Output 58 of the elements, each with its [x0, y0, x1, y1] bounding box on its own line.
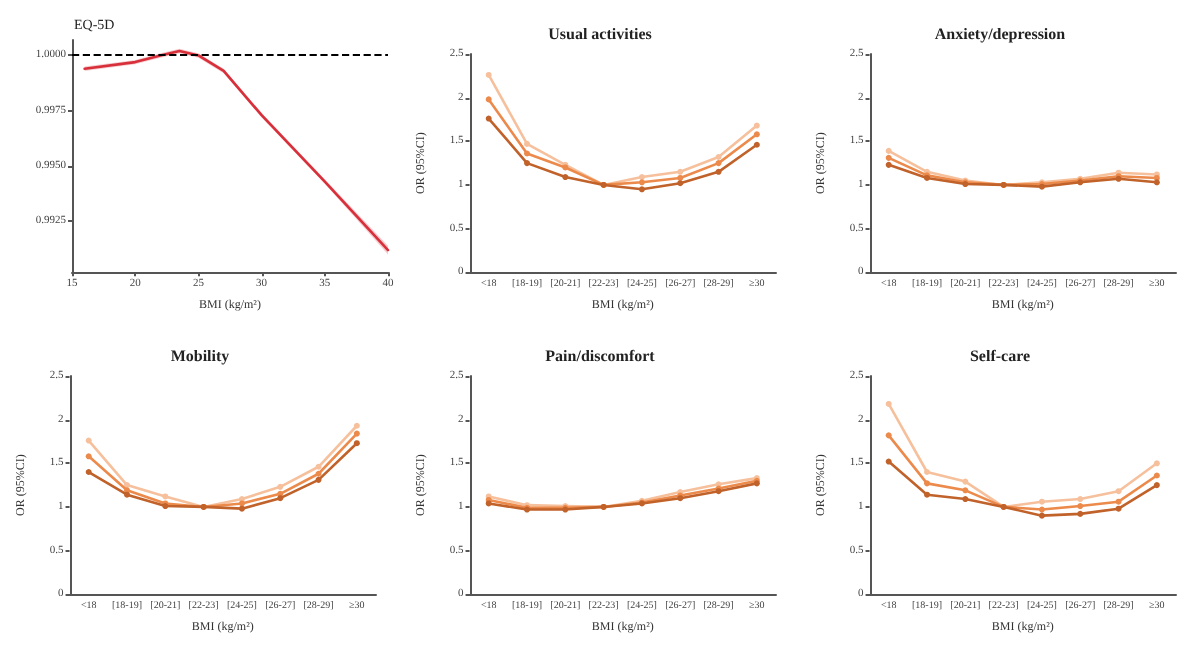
point	[277, 483, 284, 490]
point	[753, 122, 760, 129]
point	[524, 140, 531, 147]
point	[885, 161, 892, 168]
line-series	[885, 161, 1160, 190]
point	[1153, 460, 1160, 467]
point	[885, 147, 892, 154]
point	[962, 496, 969, 503]
point	[315, 470, 322, 477]
point	[85, 469, 92, 476]
chart-title: Mobility	[170, 347, 230, 365]
point	[1038, 512, 1045, 519]
point	[715, 168, 722, 175]
line-series	[885, 400, 1160, 510]
point	[753, 141, 760, 148]
point	[85, 453, 92, 460]
point	[962, 487, 969, 494]
point	[485, 71, 492, 78]
point	[677, 180, 684, 187]
point	[753, 131, 760, 138]
point	[924, 480, 931, 487]
point	[524, 150, 531, 157]
point	[353, 430, 360, 437]
point	[562, 174, 569, 181]
point	[1038, 506, 1045, 513]
point	[524, 160, 531, 167]
line-series	[485, 115, 760, 193]
chart-title: Anxiety/depression	[934, 25, 1067, 43]
point	[1115, 488, 1122, 495]
point	[1038, 498, 1045, 505]
point	[1077, 510, 1084, 517]
line-series	[485, 71, 760, 188]
line-series	[885, 432, 1160, 513]
point	[1153, 179, 1160, 186]
point	[715, 153, 722, 160]
line-series	[485, 96, 760, 188]
point	[1153, 472, 1160, 479]
point	[353, 440, 360, 447]
point	[885, 432, 892, 439]
point	[885, 400, 892, 407]
point	[924, 491, 931, 498]
point	[715, 160, 722, 167]
point	[238, 505, 245, 512]
point	[353, 422, 360, 429]
point	[277, 495, 284, 502]
point	[315, 463, 322, 470]
point	[677, 168, 684, 175]
point	[638, 186, 645, 193]
point	[315, 476, 322, 483]
point	[885, 154, 892, 161]
chart-title: Self-care	[969, 347, 1031, 365]
point	[485, 96, 492, 103]
chart-title: Usual activities	[548, 25, 652, 43]
point	[962, 478, 969, 485]
chart-title: Pain/discomfort	[545, 347, 656, 365]
point	[638, 179, 645, 186]
line-series	[885, 458, 1160, 519]
point	[1153, 482, 1160, 489]
